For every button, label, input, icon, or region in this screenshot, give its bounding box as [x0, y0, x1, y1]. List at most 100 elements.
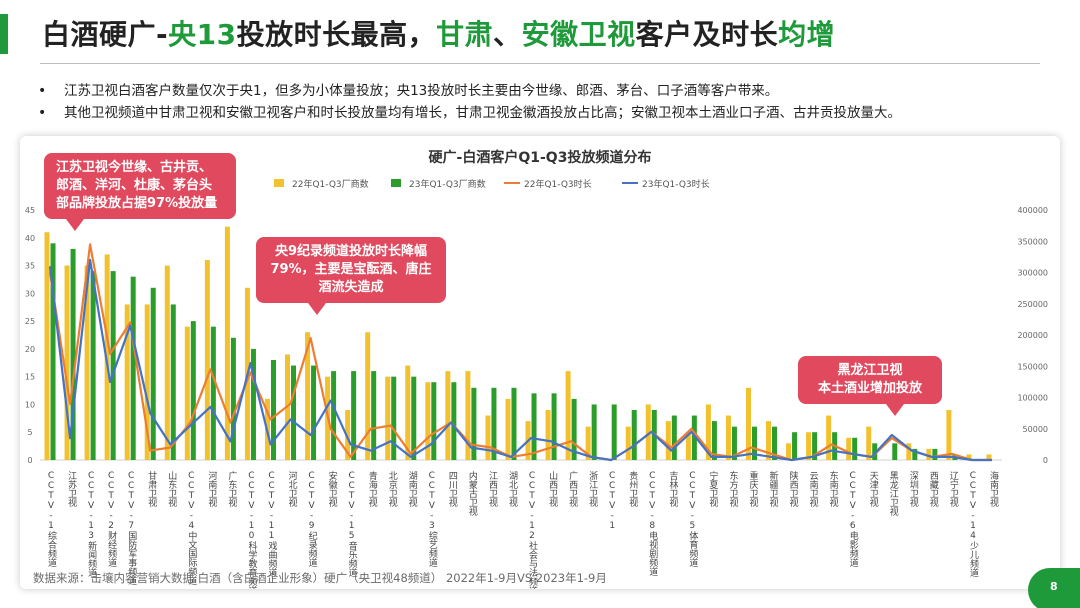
page-title: 白酒硬广-央13投放时长最高，甘肃、安徽卫视客户及时长均增: [42, 14, 835, 56]
x-tick-label: 湖南卫视: [407, 471, 418, 508]
legend-label: 23年Q1-Q3时长: [642, 178, 710, 190]
x-tick-label: 黑龙江卫视: [888, 471, 899, 517]
bullet-item: • 江苏卫视白酒客户数量仅次于央1，但多为小体量投放；央13投放时长主要由今世缘、…: [38, 80, 1058, 102]
bar-2023: [451, 382, 457, 460]
x-tick-label: 甘肃卫视: [146, 470, 157, 508]
x-tick-label: 安徽卫视: [327, 470, 338, 508]
bar-2023: [351, 371, 357, 460]
callout-line: 酒流失造成: [318, 280, 384, 295]
callout-line: 郎酒、洋河、杜康、茅台头: [56, 178, 213, 193]
legend-label: 23年Q1-Q3厂商数: [409, 178, 486, 190]
x-tick-label: 重庆卫视: [747, 470, 758, 508]
bar-2022: [866, 426, 872, 460]
bar-2022: [685, 432, 691, 460]
x-tick-label: 云南卫视: [808, 471, 819, 508]
bar-2023: [331, 371, 337, 460]
title-part: 均增: [778, 18, 836, 51]
bar-2023: [130, 276, 136, 460]
x-tick-label: 东南卫视: [828, 470, 839, 508]
bar-2023: [872, 443, 878, 460]
bar-2023: [751, 426, 757, 460]
x-tick-label: CCTV-11戏曲频道: [266, 471, 277, 578]
bar-2022: [846, 437, 852, 460]
title-part: 甘肃: [436, 18, 494, 51]
x-tick-label: CCTV-10科学教育频道: [246, 471, 257, 589]
x-tick-label: CCTV-5体育频道: [687, 471, 698, 568]
y-left-tick-label: 25: [25, 317, 35, 326]
bullet-dot-icon: •: [38, 83, 47, 99]
x-tick-label: 内蒙古卫视: [467, 470, 478, 517]
y-left-tick-label: 35: [25, 262, 35, 271]
bar-2022: [224, 226, 230, 460]
callout-cctv9: 央9纪录频道投放时长降幅 79%，主要是宝酝酒、唐庄 酒流失造成: [256, 237, 446, 315]
callout-line: 部品牌投放占据97%投放量: [56, 196, 218, 211]
x-tick-label: CCTV-3综艺频道: [427, 471, 438, 568]
bar-2022: [826, 415, 832, 460]
x-tick-label: 天津卫视: [868, 471, 879, 508]
source-footnote: 数据来源：击壤内容营销大数据 白酒（含白酒企业形象）硬广（央卫视48频道） 20…: [33, 571, 607, 585]
x-tick-label: 贵州卫视: [627, 470, 638, 508]
bar-2022: [705, 404, 711, 460]
bar-2023: [571, 398, 577, 460]
bar-2022: [144, 304, 150, 460]
bar-2023: [591, 404, 597, 460]
bullet-item: • 其他卫视频道中甘肃卫视和安徽卫视客户和时长投放量均有增长，甘肃卫视金徽酒投放占…: [38, 102, 1058, 124]
x-tick-label: 陕西卫视: [788, 470, 799, 508]
y-left-tick-label: 5: [27, 428, 32, 437]
x-tick-label: 深圳卫视: [908, 471, 919, 508]
bar-2023: [691, 415, 697, 460]
bar-2022: [926, 448, 932, 460]
bar-2022: [164, 265, 170, 460]
bar-2022: [745, 387, 751, 460]
bar-2022: [906, 443, 912, 460]
bar-2023: [411, 376, 417, 460]
x-tick-label: 青海卫视: [367, 470, 378, 508]
bar-2022: [124, 304, 130, 460]
bar-2022: [184, 326, 190, 460]
y-right-tick-label: 0: [1043, 456, 1048, 465]
y-right-tick-label: 300000: [1017, 269, 1048, 278]
x-tick-label: CCTV-7国防军事频道: [126, 471, 137, 586]
bar-2023: [371, 371, 377, 460]
x-tick-label: CCTV-1综合频道: [46, 471, 57, 568]
callout-line: 本土酒业增加投放: [817, 381, 922, 396]
callout-line: 江苏卫视今世缘、古井贡、: [56, 160, 213, 175]
bar-2022: [465, 371, 471, 460]
bar-2023: [210, 326, 216, 460]
title-divider: [40, 63, 1040, 64]
bar-2022: [545, 410, 551, 460]
x-tick-label: CCTV-4中文国际频道: [186, 471, 197, 586]
bar-2022: [565, 371, 571, 460]
y-right-tick-label: 200000: [1017, 331, 1048, 340]
bar-2022: [986, 454, 992, 460]
bar-2022: [725, 415, 731, 460]
bar-2022: [645, 404, 651, 460]
bar-2023: [531, 393, 537, 460]
y-left-tick-label: 15: [25, 373, 35, 382]
bar-2023: [631, 410, 637, 460]
x-tick-label: 河南卫视: [206, 470, 217, 508]
x-tick-label: 宁夏卫视: [707, 470, 718, 508]
chart-svg: 硬广-白酒客户Q1-Q3投放频道分布 22年Q1-Q3厂商数 23年Q1-Q3厂商数…: [25, 149, 1048, 589]
x-tick-label: CCTV-14少儿频道: [968, 471, 979, 578]
x-tick-label: 广东卫视: [226, 470, 237, 508]
bar-2023: [671, 415, 677, 460]
bar-2022: [405, 365, 411, 460]
bar-2022: [585, 426, 591, 460]
x-tick-label: 西藏卫视: [928, 471, 939, 508]
title-part: 客户及时长: [635, 18, 779, 51]
bar-2023: [230, 337, 236, 460]
bullet-dot-icon: •: [38, 105, 47, 121]
bar-2023: [431, 382, 437, 460]
x-tick-label: CCTV-15音乐频道: [347, 471, 358, 578]
x-tick-label: 新疆卫视: [768, 470, 779, 508]
x-tick-label: 广西卫视: [567, 470, 578, 508]
legend-label: 22年Q1-Q3厂商数: [292, 178, 369, 190]
y-left-tick-label: 10: [25, 400, 35, 409]
bar-2023: [792, 432, 798, 460]
y-right-tick-label: 100000: [1017, 394, 1048, 403]
page-number-badge: [1028, 568, 1080, 608]
x-tick-label: 湖北卫视: [507, 471, 517, 508]
bar-2022: [84, 265, 90, 460]
title-part: 安徽卫视: [521, 18, 636, 51]
